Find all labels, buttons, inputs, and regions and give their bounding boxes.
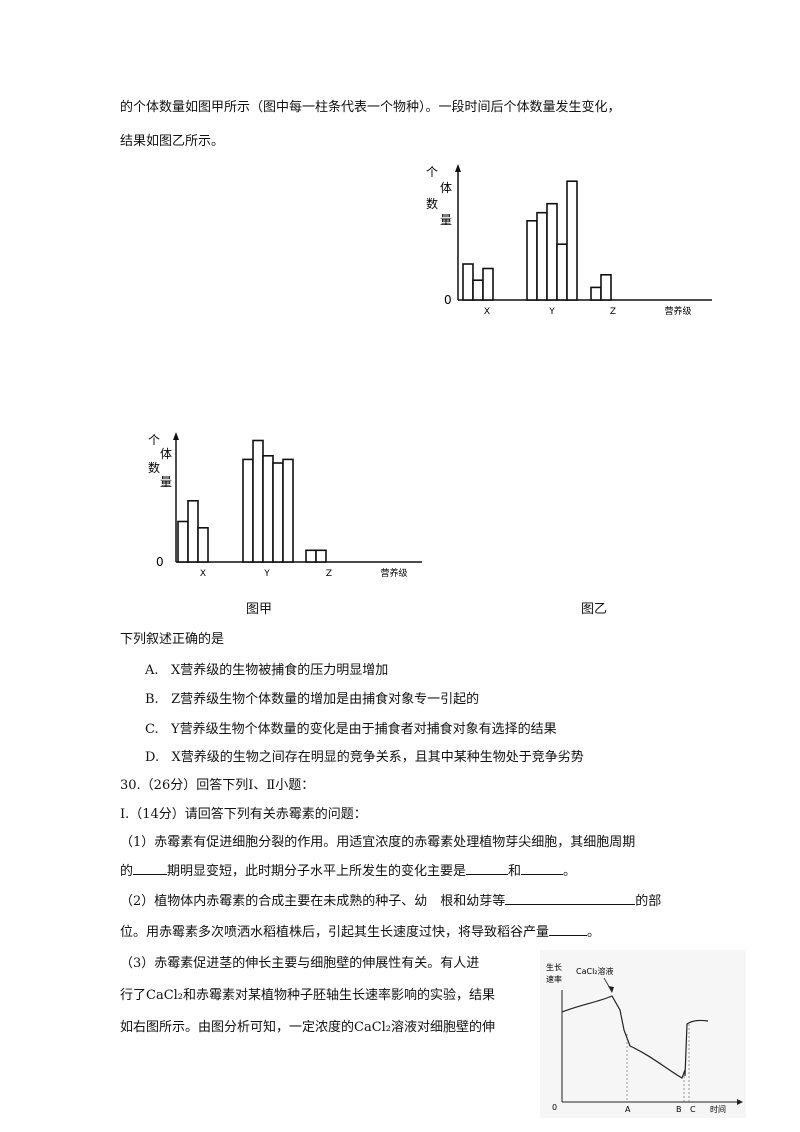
figure-yi-group-x: X	[484, 307, 490, 317]
figure-yi-bar-2-1	[600, 274, 612, 301]
question-stem: 下列叙述正确的是	[120, 632, 225, 647]
figure-yi-bar-2-0	[590, 286, 602, 301]
growth-tick-b: B	[676, 1105, 682, 1114]
answer-blank-2[interactable]	[466, 862, 509, 875]
q30-p1-line-b: 的 期明显变短，此时期分子水平上所发生的变化主要是 和 。	[120, 860, 576, 879]
figure-yi-ylabel-1: 个	[426, 165, 438, 179]
figure-yi-caption: 图乙	[581, 602, 608, 617]
option-c: C. Y营养级生物个体数量的变化是由于捕食者对捕食对象有选择的结果	[145, 718, 557, 737]
option-d: D. X营养级的生物之间存在明显的竞争关系，且其中某种生物处于竞争劣势	[145, 746, 584, 765]
figure-jia-origin: 0	[156, 555, 164, 569]
q30-p2-text-4: 。	[587, 925, 601, 940]
growth-annotation: CaCl₂溶液	[576, 966, 614, 976]
q30-p1-text-3: 和	[508, 864, 522, 879]
q30-title: 30.（26分）回答下列Ⅰ、Ⅱ小题：	[120, 778, 315, 793]
q30-p2-text-2: 的部	[635, 894, 662, 909]
figure-jia-bar-2-0	[305, 549, 317, 563]
figure-yi-xlabel: 营养级	[664, 305, 691, 317]
figure-jia-ylabel-2: 体	[160, 447, 172, 461]
figure-yi-ylabel-2: 体	[440, 181, 452, 195]
figure-jia-ylabel-4: 量	[160, 475, 172, 489]
figure-jia-bar-0-0	[177, 520, 189, 563]
answer-blank-5[interactable]	[549, 923, 588, 936]
growth-annotation-arrowhead	[608, 986, 614, 993]
answer-blank-1[interactable]	[133, 862, 168, 875]
option-c-label: C.	[145, 722, 159, 737]
figure-yi-y-arrow	[455, 164, 461, 172]
option-a: A. X营养级的生物被捕食的压力明显增加	[145, 659, 388, 678]
option-d-text: X营养级的生物之间存在明显的竞争关系，且其中某种生物处于竞争劣势	[171, 750, 584, 765]
growth-tick-a: A	[625, 1105, 631, 1114]
growth-ylabel-1: 生长	[546, 962, 562, 972]
q30-p1-line-a: （1）赤霉素有促进细胞分裂的作用。用适宜浓度的赤霉素处理植物芽尖细胞，其细胞周期	[120, 835, 636, 850]
figure-jia-bar-1-0	[242, 458, 254, 563]
answer-blank-3[interactable]	[521, 862, 564, 875]
q30-p3-line-a: （3）赤霉素促进茎的伸长主要与细胞壁的伸展性有关。有人进	[120, 956, 480, 971]
figure-jia-bar-0-1	[187, 500, 199, 563]
figure-yi-group-y: Y	[548, 307, 555, 317]
option-b-label: B.	[145, 692, 159, 707]
q30-p1-text-4: 。	[563, 864, 577, 879]
figure-jia-bar-0-2	[197, 527, 209, 563]
figure-jia-group-z: Z	[326, 569, 332, 578]
q30-p2-text-1: （2）植物体内赤霉素的合成主要在未成熟的种子、幼 根和幼芽等	[120, 894, 506, 909]
figure-jia-group-x: X	[200, 569, 206, 578]
growth-rate-curve	[561, 995, 709, 1079]
figure-yi-bar-1-4	[566, 180, 578, 301]
figure-jia-bar-1-3	[272, 462, 284, 563]
figure-jia-bar-1-4	[282, 458, 294, 563]
option-a-label: A.	[145, 663, 159, 678]
figure-yi-ylabel-4: 量	[440, 213, 452, 227]
figure-jia-bar-2-1	[315, 549, 327, 563]
figure-jia-ylabel-1: 个	[148, 433, 160, 447]
figure-yi-bar-1-0	[526, 219, 538, 301]
growth-tick-c: C	[690, 1105, 696, 1114]
q30-p2-line-a: （2）植物体内赤霉素的合成主要在未成熟的种子、幼 根和幼芽等 的部	[120, 890, 661, 909]
option-c-text: Y营养级生物个体数量的变化是由于捕食者对捕食对象有选择的结果	[171, 722, 557, 737]
growth-x-arrow	[737, 1099, 743, 1105]
figure-yi-bars	[462, 180, 612, 301]
figure-yi-group-z: Z	[610, 307, 616, 317]
intro-line-2: 结果如图乙所示。	[120, 134, 225, 149]
figure-jia-caption: 图甲	[246, 602, 273, 617]
figure-yi-bar-0-2	[482, 267, 494, 301]
option-d-label: D.	[145, 750, 160, 765]
q30-p2-line-b: 位。用赤霉素多次喷洒水稻植株后，引起其生长速度过快，将导致稻谷产量 。	[120, 921, 600, 940]
figure-yi-ylabel-3: 数	[426, 196, 438, 211]
figure-yi-origin: 0	[444, 293, 452, 307]
figure-jia-bar-1-2	[262, 454, 274, 563]
q30-p1-text-2: 期明显变短，此时期分子水平上所发生的变化主要是	[167, 864, 467, 879]
growth-xlabel: 时间	[710, 1104, 726, 1114]
q30-p3-line-b: 行了CaCl₂和赤霉素对某植物种子胚轴生长速率影响的实验，结果	[120, 988, 496, 1003]
growth-ylabel-2: 速率	[546, 974, 562, 984]
figure-yi-bar-1-1	[536, 211, 548, 301]
growth-origin: 0	[552, 1103, 557, 1112]
figure-jia-y-arrow	[173, 432, 179, 440]
figure-jia-group-y: Y	[263, 569, 270, 578]
option-b: B. Z营养级生物个体数量的增加是由捕食对象专一引起的	[145, 688, 479, 707]
figure-jia-xlabel: 营养级	[380, 567, 407, 578]
q30-p1-text-1: 的	[120, 864, 134, 879]
figure-yi-bar-0-0	[462, 263, 474, 301]
figure-jia-bars	[177, 439, 327, 563]
q30-p3-line-c: 如右图所示。由图分析可知，一定浓度的CaCl₂溶液对细胞壁的伸	[120, 1020, 496, 1035]
intro-line-1: 的个体数量如图甲所示（图中每一柱条代表一个物种）。一段时间后个体数量发生变化，	[120, 100, 621, 115]
option-b-text: Z营养级生物个体数量的增加是由捕食对象专一引起的	[171, 692, 480, 707]
figure-yi-bar-1-3	[556, 243, 568, 301]
figure-jia-chart: 个 体 数 量 0 X Y Z 营养级	[148, 432, 422, 578]
figure-jia-ylabel-3: 数	[148, 460, 160, 475]
q30-p2-text-3: 位。用赤霉素多次喷洒水稻植株后，引起其生长速度过快，将导致稻谷产量	[120, 925, 550, 940]
growth-rate-chart: 生长 速率 0 CaCl₂溶液 A B C 时间	[540, 950, 746, 1118]
figure-jia-bar-1-1	[252, 439, 264, 563]
option-a-text: X营养级的生物被捕食的压力明显增加	[170, 663, 389, 678]
figure-yi-chart: 个 体 数 量 0 X Y Z 营养级	[426, 164, 712, 317]
figure-yi-bar-1-2	[546, 202, 558, 301]
answer-blank-4[interactable]	[505, 892, 636, 905]
q30-part1: Ⅰ.（14分）请回答下列有关赤霉素的问题：	[120, 807, 367, 822]
figure-yi-bar-0-1	[472, 279, 484, 301]
